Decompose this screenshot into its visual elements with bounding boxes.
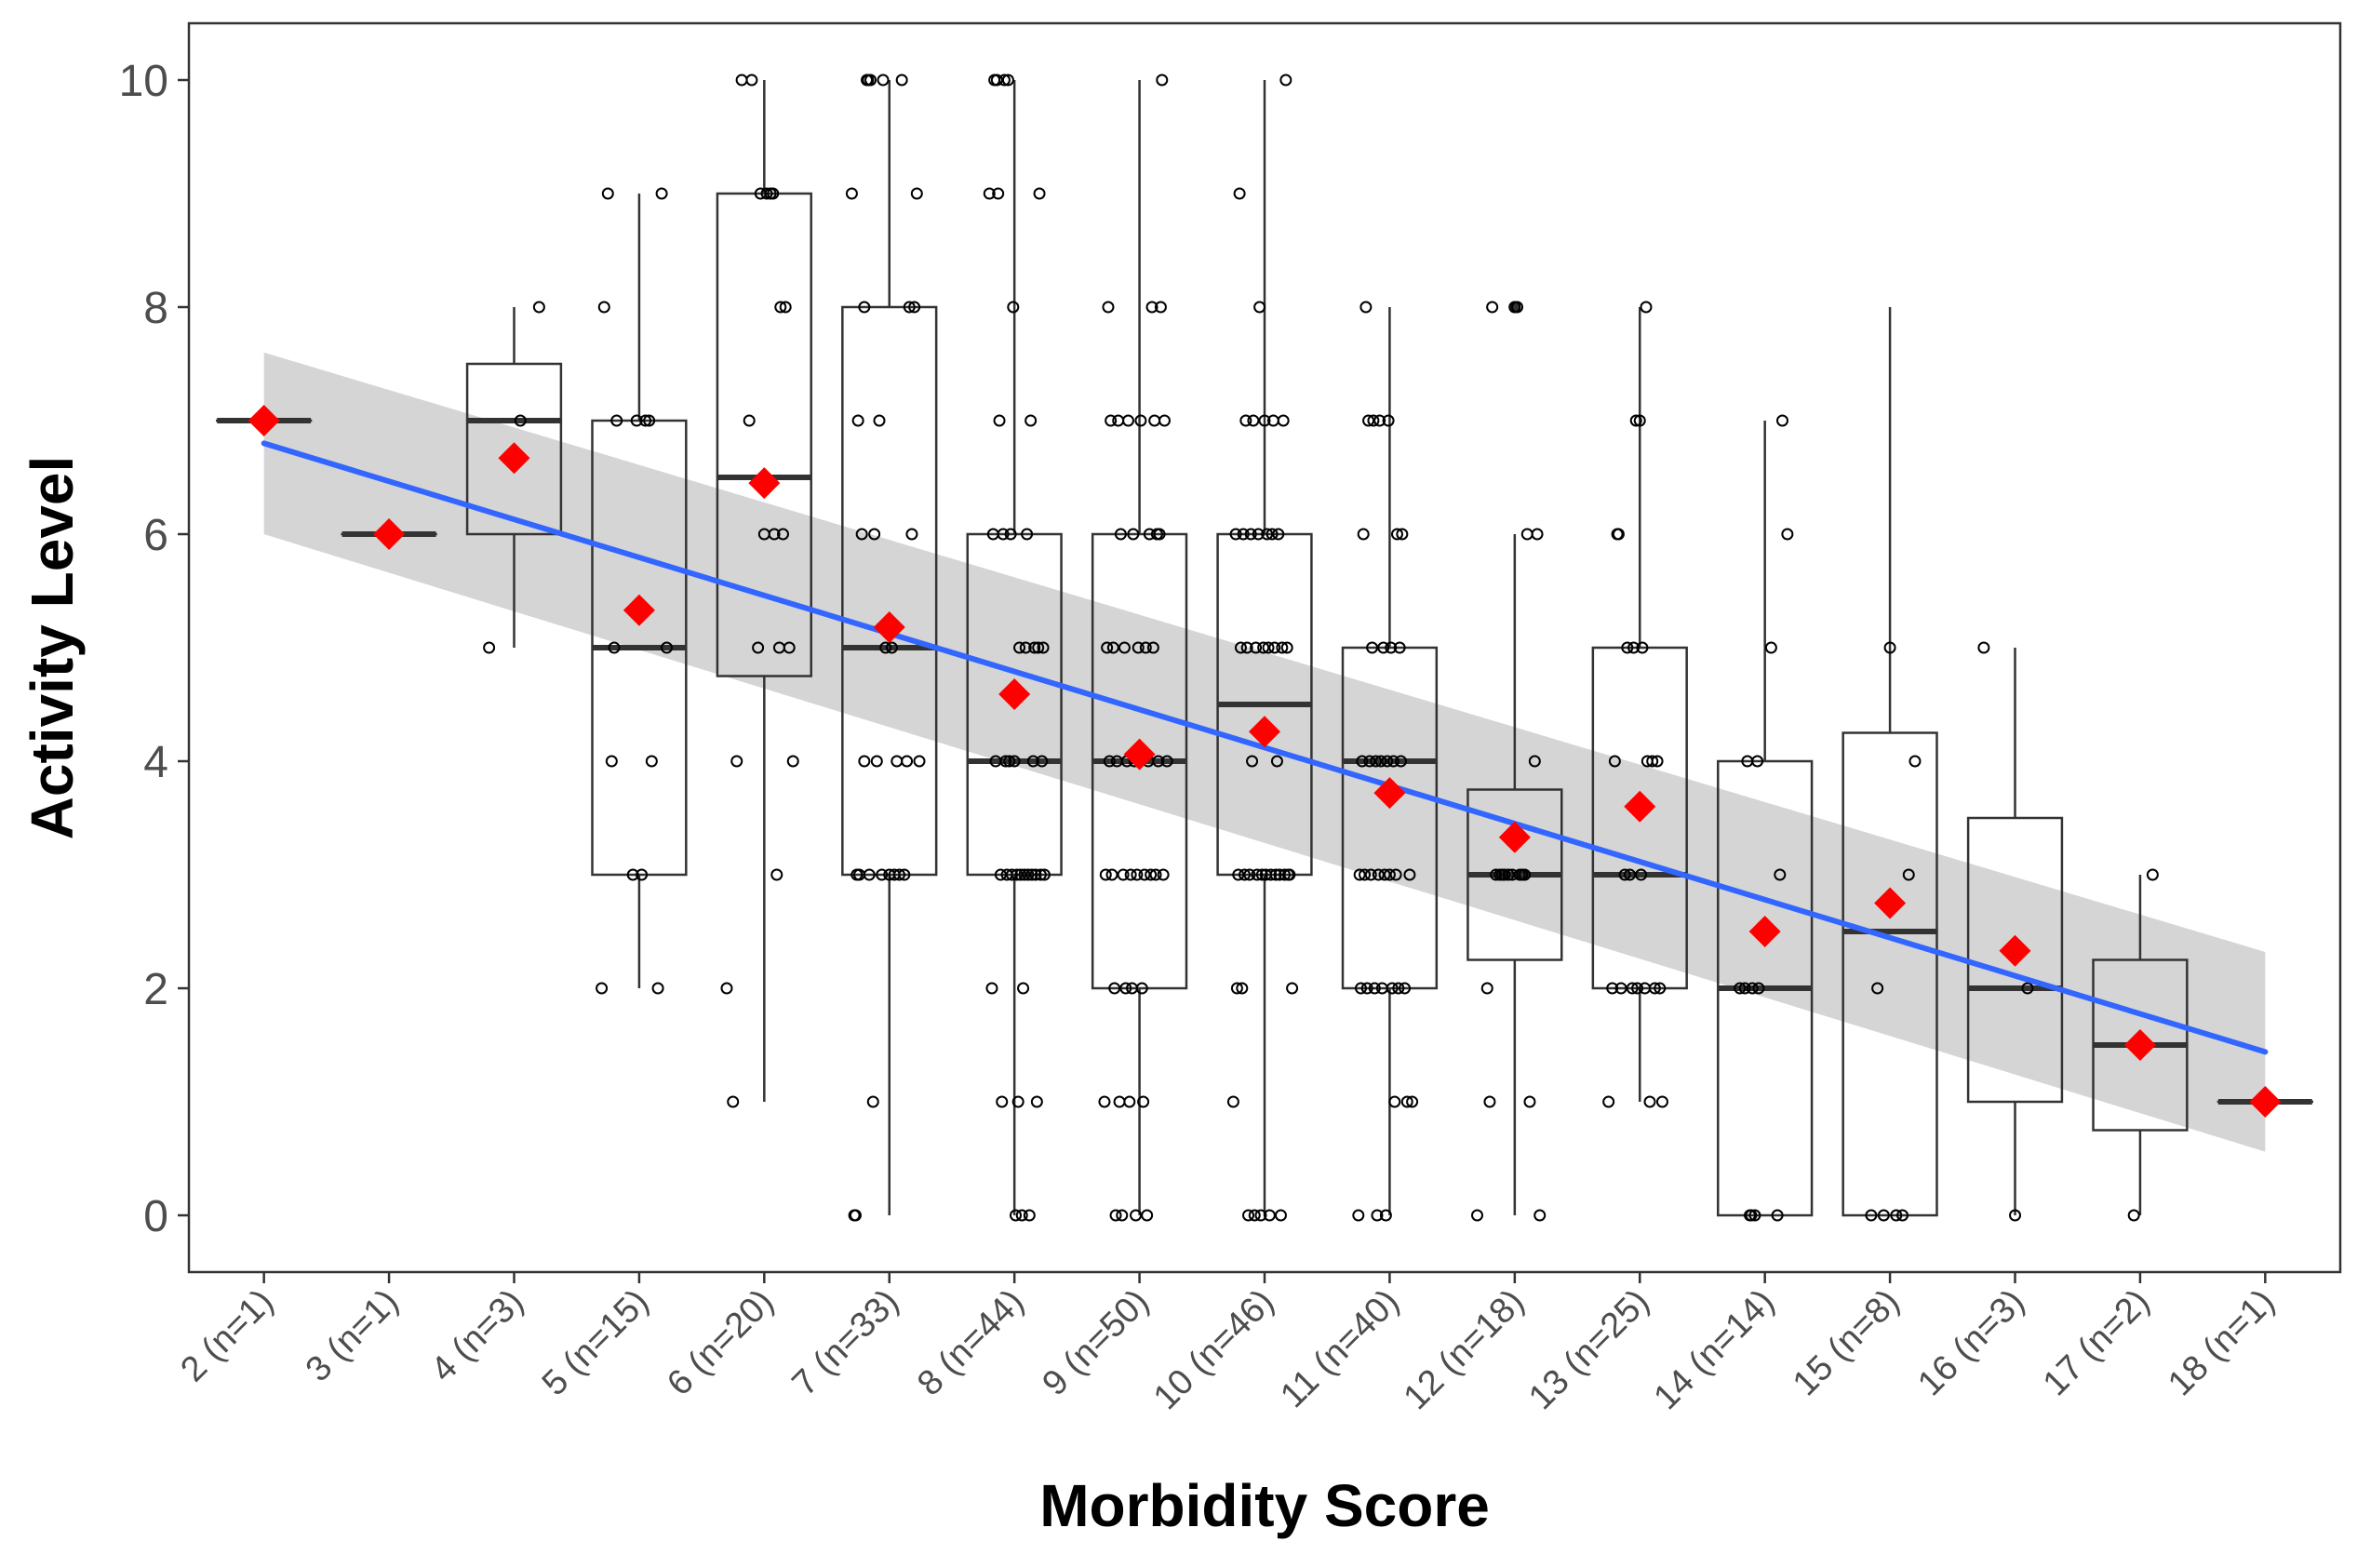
y-tick-label: 6	[143, 511, 168, 560]
y-tick-label: 8	[143, 284, 168, 333]
y-tick-label: 10	[119, 57, 168, 106]
y-tick-label: 4	[143, 738, 168, 787]
y-tick-label: 0	[143, 1192, 168, 1241]
y-axis-title: Activity Level	[19, 456, 86, 840]
y-tick-label: 2	[143, 965, 168, 1014]
x-axis-title: Morbidity Score	[1039, 1472, 1490, 1539]
